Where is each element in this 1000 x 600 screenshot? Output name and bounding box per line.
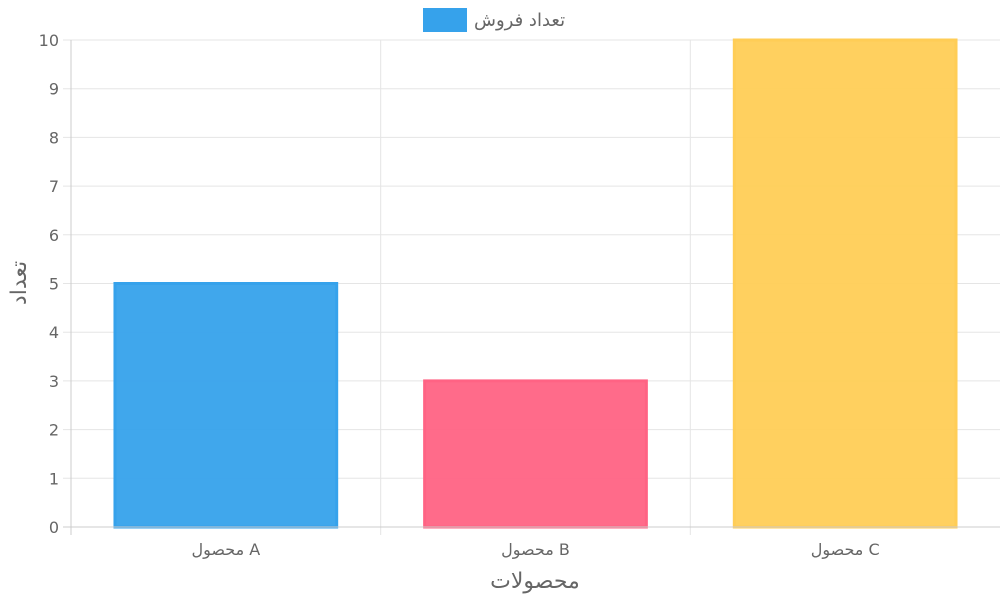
y-tick-label: 2 (49, 421, 59, 440)
bar (732, 38, 958, 529)
y-tick-label: 6 (49, 226, 59, 245)
y-tick-label: 3 (49, 372, 59, 391)
bars (113, 38, 958, 529)
legend-label: تعداد فروش (474, 10, 565, 31)
x-tick-label: محصول C (811, 540, 880, 560)
y-tick-label: 5 (49, 275, 59, 294)
legend[interactable]: تعداد فروش (423, 8, 565, 32)
y-tick-label: 10 (39, 31, 59, 50)
axes (63, 40, 1000, 535)
y-tick-label: 8 (49, 128, 59, 147)
y-tick-label: 1 (49, 469, 59, 488)
x-tick-labels: محصول A محصول B محصول C (191, 540, 879, 560)
legend-swatch (423, 8, 467, 32)
bar (423, 379, 648, 529)
y-tick-label: 7 (49, 177, 59, 196)
y-tick-label: 4 (49, 323, 59, 342)
x-axis-title: محصولات (490, 569, 580, 594)
y-tick-labels: 0 1 2 3 4 5 6 7 8 9 10 (39, 31, 59, 537)
y-axis-title: تعداد (7, 261, 32, 305)
x-tick-label: محصول B (501, 540, 570, 560)
y-tick-label: 0 (49, 518, 59, 537)
bar (113, 282, 339, 529)
x-tick-label: محصول A (191, 540, 260, 560)
y-tick-label: 9 (49, 80, 59, 99)
